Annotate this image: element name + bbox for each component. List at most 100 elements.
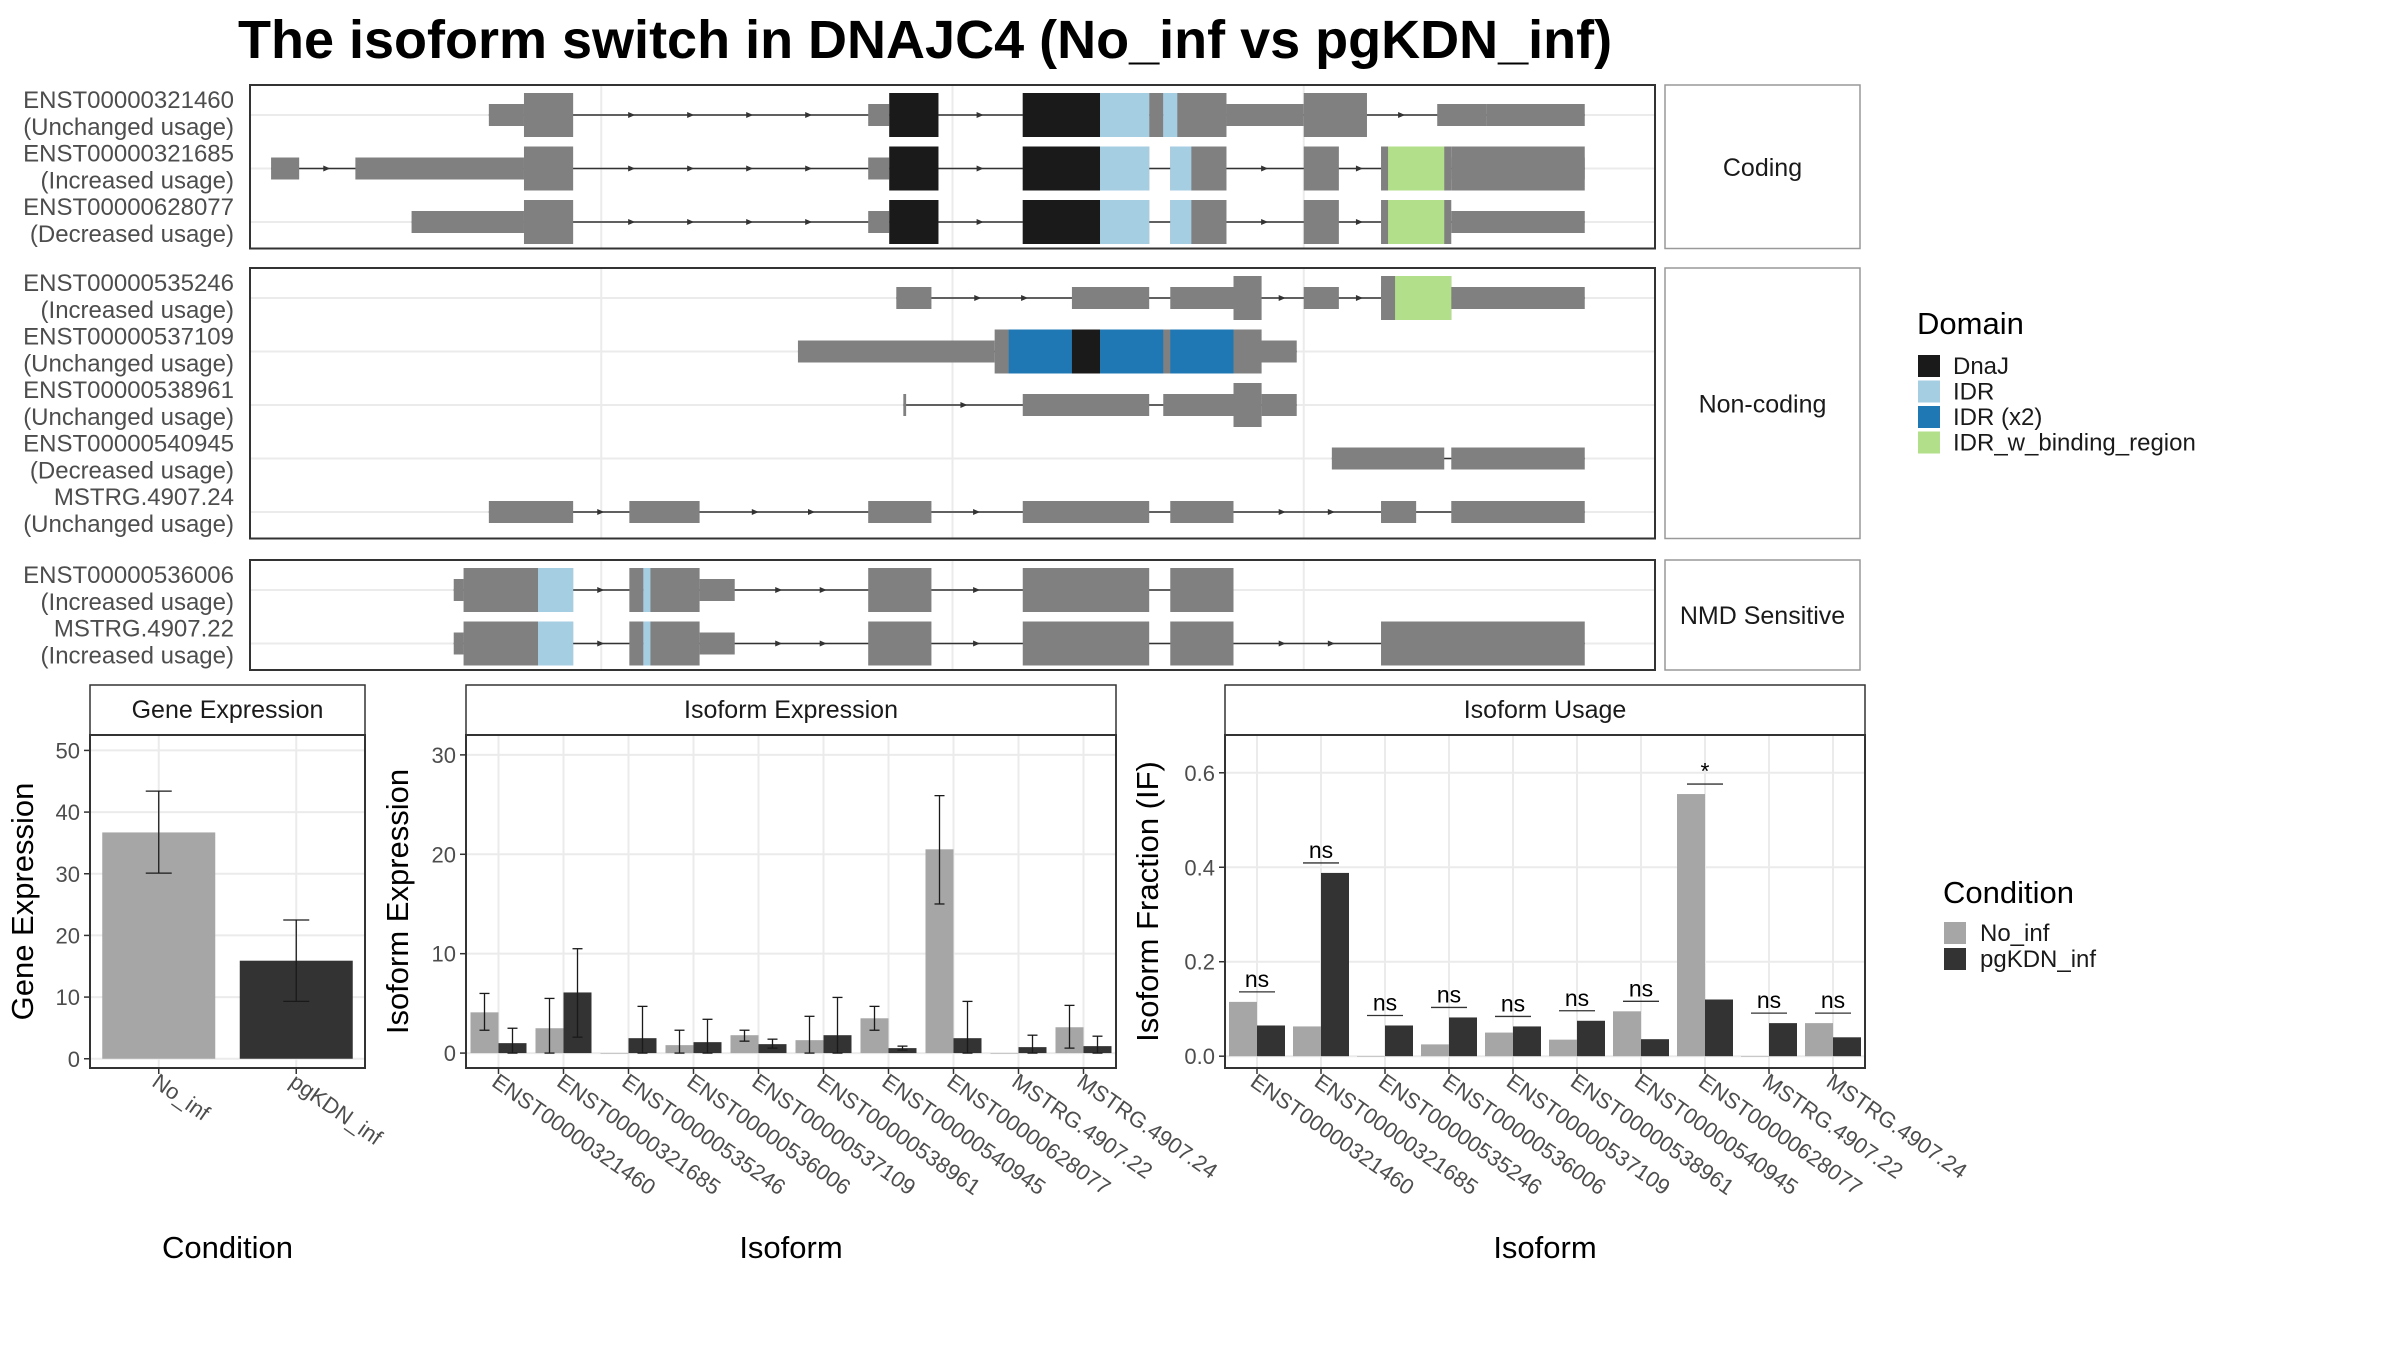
y-tick-label: 20 xyxy=(56,923,80,948)
structure-group-coding: ENST00000321460(Unchanged usage)ENST0000… xyxy=(23,84,1861,250)
transcript-status-label: (Unchanged usage) xyxy=(23,404,234,431)
strand-arrow xyxy=(1021,295,1029,301)
isoform-usage-chart: Isoform UsagensENST00000321460nsENST0000… xyxy=(1130,684,1972,1265)
legend-key xyxy=(1918,355,1940,377)
domain-block xyxy=(643,568,651,612)
legend-key xyxy=(1944,948,1966,970)
transcript-id-label: MSTRG.4907.22 xyxy=(54,616,234,643)
utr-exon xyxy=(1226,104,1304,126)
bar xyxy=(1805,1023,1833,1057)
strand-arrow xyxy=(976,219,984,225)
utr-exon xyxy=(488,501,574,523)
strand-arrow xyxy=(687,112,695,118)
strand-arrow xyxy=(973,509,981,515)
group-strip xyxy=(1664,84,1861,250)
utr-exon xyxy=(699,579,735,601)
plot-border xyxy=(1224,734,1866,1069)
x-tick-label: pgKDN_inf xyxy=(285,1069,387,1151)
significance-label: ns xyxy=(1757,987,1781,1013)
strand-arrow xyxy=(775,640,783,647)
y-tick-label: 0.4 xyxy=(1184,855,1215,880)
utr-exon xyxy=(271,157,300,180)
transcript-status-label: (Decreased usage) xyxy=(30,221,234,248)
utr-exon xyxy=(1071,287,1150,309)
transcript-status-label: (Unchanged usage) xyxy=(23,351,234,378)
coding-exon xyxy=(523,200,574,244)
strand-arrow xyxy=(597,587,605,593)
transcript-id-label: ENST00000537109 xyxy=(23,324,234,351)
group-strip-label: NMD Sensitive xyxy=(1680,602,1845,630)
y-tick-label: 20 xyxy=(432,842,456,867)
strand-arrow xyxy=(597,509,605,515)
y-tick-label: 0.6 xyxy=(1184,761,1215,786)
legend-label: IDR xyxy=(1953,379,1994,406)
structure-group-non-coding: ENST00000535246(Increased usage)ENST0000… xyxy=(23,267,1861,540)
strand-arrow xyxy=(597,640,605,647)
bar xyxy=(1513,1026,1541,1057)
coding-exon xyxy=(463,568,539,612)
domain-block xyxy=(889,146,939,191)
legend-label: DnaJ xyxy=(1953,353,2009,380)
transcript-status-label: (Increased usage) xyxy=(41,297,234,324)
strand-arrow xyxy=(323,165,331,172)
bar xyxy=(1677,794,1705,1057)
coding-exon xyxy=(1303,200,1339,244)
significance-label: * xyxy=(1701,758,1710,784)
strand-arrow xyxy=(1261,219,1269,225)
utr-exon xyxy=(1451,447,1585,470)
transcript-status-label: (Increased usage) xyxy=(41,589,234,616)
utr-exon xyxy=(868,211,890,233)
transcript-id-label: ENST00000536006 xyxy=(23,562,234,589)
structure-panel-border xyxy=(249,267,1656,540)
transcript-status-label: (Decreased usage) xyxy=(30,458,234,485)
coding-exon xyxy=(523,146,574,191)
utr-exon xyxy=(1451,287,1585,309)
utr-exon xyxy=(1022,501,1150,523)
utr-exon xyxy=(868,104,890,126)
domain-block xyxy=(1100,146,1150,191)
strand-arrow xyxy=(1355,295,1363,301)
significance-label: ns xyxy=(1501,990,1525,1016)
domain-block xyxy=(1022,146,1101,191)
strand-arrow xyxy=(1327,640,1335,647)
y-tick-label: 0.2 xyxy=(1184,950,1215,975)
domain-block xyxy=(1395,276,1452,320)
chart-strip xyxy=(465,684,1117,736)
bar xyxy=(990,1053,1019,1054)
structure-group-nmd-sensitive: ENST00000536006(Increased usage)MSTRG.49… xyxy=(23,559,1861,671)
coding-exon xyxy=(643,568,700,612)
domain-block xyxy=(1100,200,1150,244)
transcript-status-label: (Increased usage) xyxy=(41,643,234,670)
y-axis-title: Gene Expression xyxy=(5,783,40,1021)
strand-arrow xyxy=(819,640,827,647)
domain-block xyxy=(538,621,574,666)
strand-arrow xyxy=(1261,165,1269,172)
bar xyxy=(1769,1023,1797,1057)
strand-arrow xyxy=(960,402,968,408)
utr-exon xyxy=(797,340,995,363)
bar xyxy=(1257,1025,1285,1057)
utr-exon xyxy=(1163,394,1234,416)
utr-exon xyxy=(1381,501,1417,523)
significance-label: ns xyxy=(1245,966,1269,992)
utr-exon xyxy=(1022,394,1150,416)
legend-title: Condition xyxy=(1943,875,2074,910)
coding-exon xyxy=(1303,93,1367,137)
domain-block xyxy=(643,621,651,666)
transcript-id-label: ENST00000628077 xyxy=(23,194,234,221)
significance-label: ns xyxy=(1629,975,1653,1001)
utr-exon xyxy=(488,104,524,126)
y-tick-label: 10 xyxy=(56,985,80,1010)
structure-panel-border xyxy=(249,84,1656,250)
bar xyxy=(1385,1025,1413,1057)
utr-exon xyxy=(903,394,907,416)
significance-label: ns xyxy=(1437,981,1461,1007)
strand-arrow xyxy=(775,587,783,593)
utr-exon xyxy=(453,579,464,601)
coding-exon xyxy=(868,568,932,612)
bar xyxy=(1833,1037,1861,1057)
utr-exon xyxy=(1486,104,1585,126)
y-tick-label: 0 xyxy=(444,1041,456,1066)
isoform-expression-chart: Isoform ExpressionENST00000321460ENST000… xyxy=(380,684,1222,1265)
